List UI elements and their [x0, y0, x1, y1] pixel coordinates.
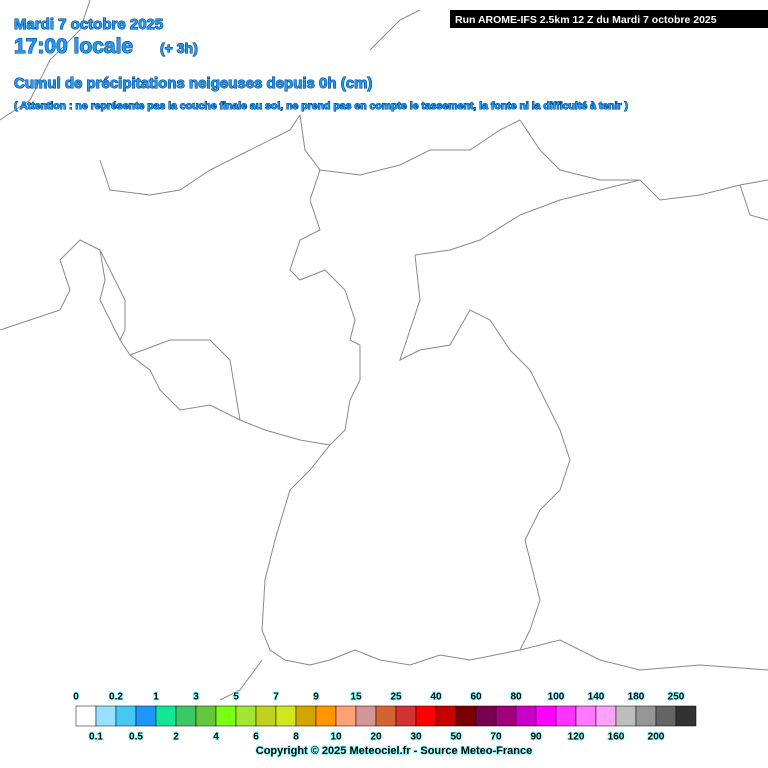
- legend-swatch: [555, 705, 577, 727]
- legend-label: 140: [588, 692, 605, 703]
- legend-swatch: [335, 705, 357, 727]
- legend-swatch: [415, 705, 437, 727]
- legend-swatch: [655, 705, 677, 727]
- legend-swatch: [535, 705, 557, 727]
- legend-swatch: [375, 705, 397, 727]
- borders: [0, 0, 768, 701]
- offset: (+ 3h): [160, 40, 198, 56]
- legend-label: 50: [450, 732, 462, 743]
- legend: 0 0.1 0.2 0.5 1 2 3 4 5 6 7 8 9 10 15 20 25 30 40 50 60 70 80 9…: [72, 691, 697, 744]
- legend-label: 20: [370, 732, 382, 743]
- note: ( Attention : ne représente pas la couch…: [14, 100, 628, 112]
- legend-swatch: [495, 705, 517, 727]
- legend-swatch: [315, 705, 337, 727]
- run-banner: [450, 10, 768, 28]
- legend-label: 1: [153, 692, 159, 703]
- legend-swatch: [455, 705, 477, 727]
- legend-swatch: [575, 705, 597, 727]
- legend-swatch: [275, 705, 297, 727]
- legend-swatch: [615, 705, 637, 727]
- legend-label: 25: [390, 692, 402, 703]
- legend-label: 40: [430, 692, 442, 703]
- legend-swatch: [675, 705, 697, 727]
- legend-label: 0.2: [109, 692, 123, 703]
- title: Cumul de précipitations neigeuses depuis…: [14, 75, 372, 92]
- legend-label: 120: [568, 732, 585, 743]
- legend-label: 5: [233, 692, 239, 703]
- legend-label: 90: [530, 732, 542, 743]
- legend-label: 70: [490, 732, 502, 743]
- legend-label: 3: [193, 692, 199, 703]
- legend-label: 4: [213, 732, 219, 743]
- legend-label: 80: [510, 692, 522, 703]
- legend-label: 7: [273, 692, 279, 703]
- legend-label: 8: [293, 732, 299, 743]
- legend-swatch: [175, 705, 197, 727]
- legend-label: 60: [470, 692, 482, 703]
- legend-swatch: [215, 705, 237, 727]
- legend-swatch: [295, 705, 317, 727]
- legend-label: 2: [173, 732, 179, 743]
- legend-swatch: [195, 705, 217, 727]
- legend-label: 30: [410, 732, 422, 743]
- run-text: Run AROME-IFS 2.5km 12 Z du Mardi 7 octo…: [455, 14, 717, 26]
- legend-swatch: [635, 705, 657, 727]
- time: 17:00 locale: [14, 35, 133, 58]
- legend-swatch: [95, 705, 117, 727]
- date: Mardi 7 octobre 2025: [14, 16, 163, 33]
- legend-label: 15: [350, 692, 362, 703]
- legend-swatch: [595, 705, 617, 727]
- legend-label: 100: [548, 692, 565, 703]
- legend-swatch: [115, 705, 137, 727]
- legend-swatch: [135, 705, 157, 727]
- legend-swatch: [355, 705, 377, 727]
- legend-label: 180: [628, 692, 645, 703]
- legend-label: 0.5: [129, 732, 143, 743]
- legend-label: 6: [253, 732, 259, 743]
- legend-swatch: [155, 705, 177, 727]
- copyright: Copyright © 2025 Meteociel.fr - Source M…: [256, 745, 532, 757]
- legend-swatch: [475, 705, 497, 727]
- legend-label: 0: [73, 692, 79, 703]
- legend-label: 10: [330, 732, 342, 743]
- legend-label: 250: [668, 692, 685, 703]
- legend-swatch: [435, 705, 457, 727]
- legend-label: 160: [608, 732, 625, 743]
- legend-swatch: [515, 705, 537, 727]
- legend-swatch: [255, 705, 277, 727]
- legend-label: 0.1: [89, 732, 103, 743]
- legend-swatch: [75, 705, 97, 727]
- legend-swatch: [235, 705, 257, 727]
- legend-label: 9: [313, 692, 319, 703]
- legend-label: 200: [648, 732, 665, 743]
- legend-swatch: [395, 705, 417, 727]
